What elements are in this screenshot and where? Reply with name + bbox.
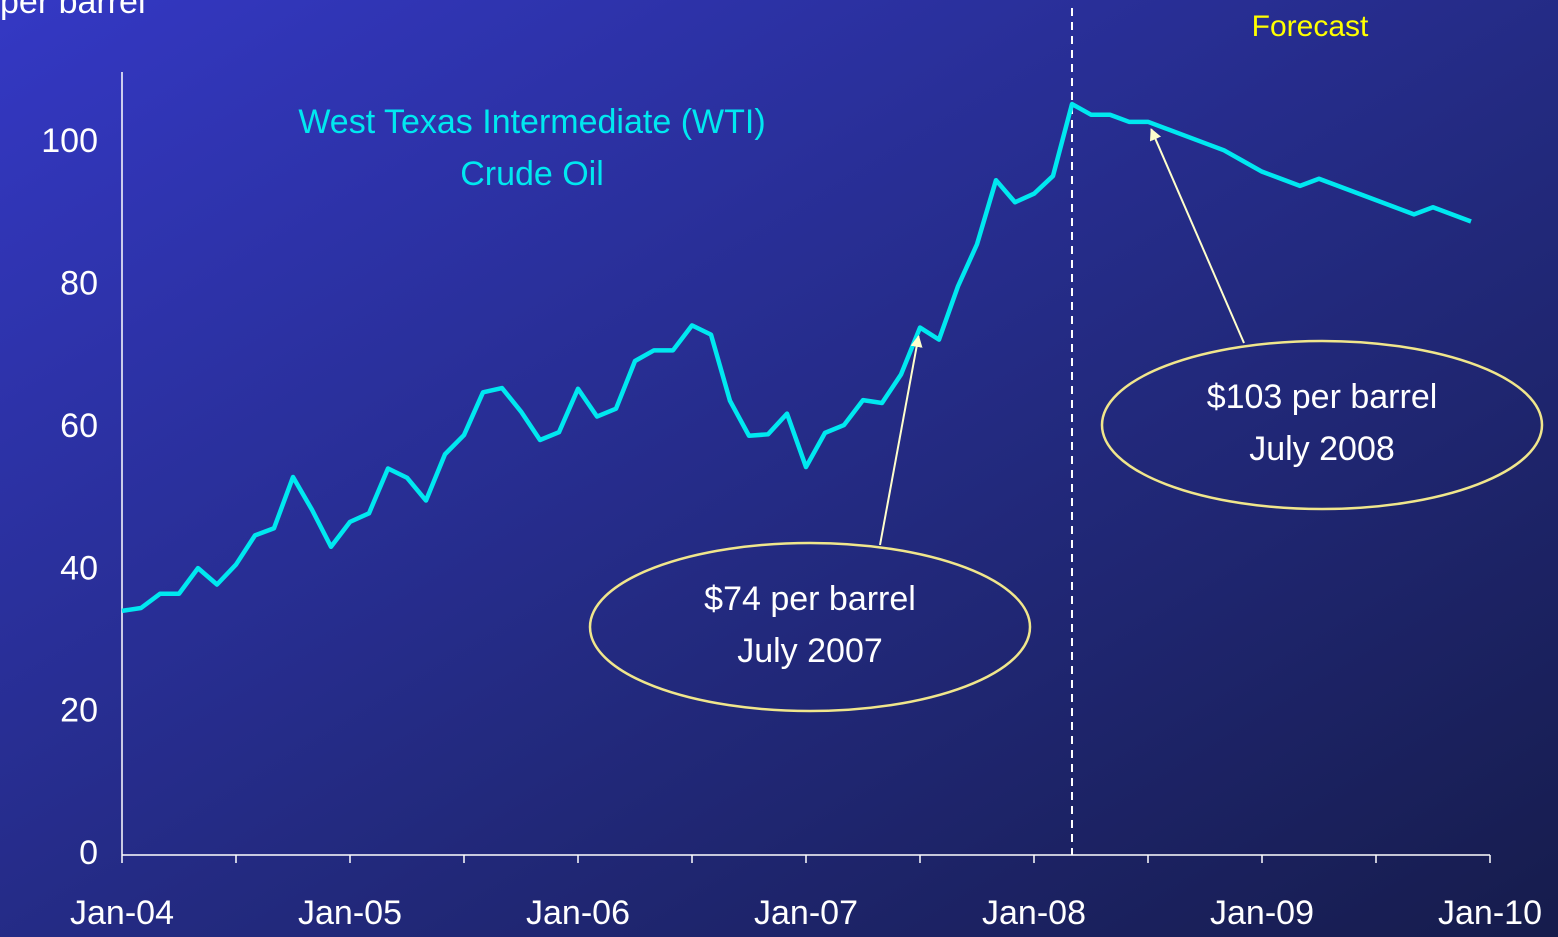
callout-arrow — [1149, 128, 1245, 344]
x-tick-label: Jan-10 — [1438, 894, 1542, 932]
x-tick-label: Jan-08 — [982, 894, 1086, 932]
series-label: West Texas Intermediate (WTI) — [298, 103, 765, 141]
callout-text: $74 per barrel — [704, 580, 916, 618]
callout-text: July 2007 — [737, 632, 883, 670]
callout-arrow — [879, 334, 923, 546]
x-tick-label: Jan-05 — [298, 894, 402, 932]
y-tick-label: 80 — [60, 265, 98, 303]
x-tick-label: Jan-04 — [70, 894, 174, 932]
x-tick-label: Jan-09 — [1210, 894, 1314, 932]
y-tick-label: 20 — [60, 692, 98, 730]
callout-text: $103 per barrel — [1207, 378, 1438, 416]
callout-text: July 2008 — [1249, 430, 1395, 468]
y-tick-label: 40 — [60, 549, 98, 587]
y-tick-label: 60 — [60, 407, 98, 445]
y-axis-label: per barrel — [0, 0, 146, 21]
series-label: Crude Oil — [460, 155, 604, 193]
callout-ellipse — [1100, 339, 1544, 511]
x-tick-label: Jan-07 — [754, 894, 858, 932]
forecast-label: Forecast — [1252, 10, 1369, 43]
x-tick-label: Jan-06 — [526, 894, 630, 932]
y-tick-label: 0 — [79, 834, 98, 872]
y-tick-label: 100 — [41, 122, 98, 160]
series-line — [121, 101, 1472, 614]
callout-ellipse — [588, 541, 1032, 713]
